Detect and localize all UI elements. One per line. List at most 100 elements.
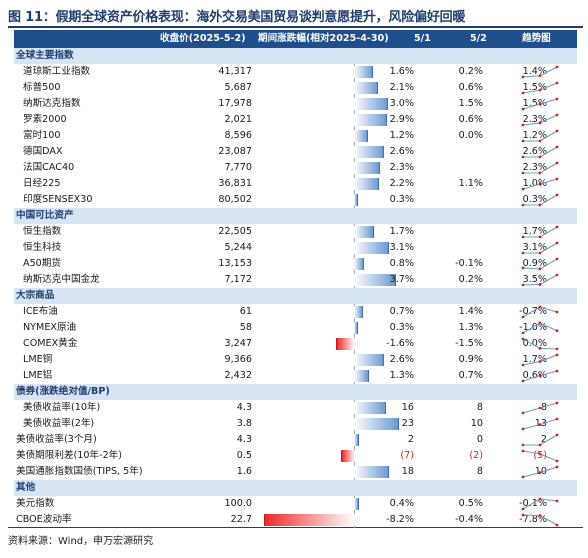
section-title: 中国可比资产 xyxy=(16,210,74,221)
close-price: 13,153 xyxy=(218,258,252,269)
trend-point xyxy=(555,193,559,197)
trend-point xyxy=(555,113,559,117)
period-change: -1.6% xyxy=(386,338,414,349)
positive-change-bar xyxy=(354,162,381,174)
trend-point xyxy=(538,182,542,186)
trend-point xyxy=(521,513,525,517)
title-rule xyxy=(8,26,583,28)
trend-sparkline xyxy=(521,305,559,319)
trend-line xyxy=(522,498,558,510)
positive-change-bar xyxy=(354,98,388,110)
trend-sparkline xyxy=(521,433,559,447)
trend-point xyxy=(538,251,542,255)
trend-point xyxy=(538,423,542,427)
section-header: 其他 xyxy=(14,480,577,496)
trend-point xyxy=(555,433,559,437)
asset-name: 道琼斯工业指数 xyxy=(23,66,91,77)
negative-change-bar xyxy=(336,338,355,350)
trend-point xyxy=(521,283,525,287)
trend-sparkline xyxy=(521,273,559,287)
asset-name: 恒生指数 xyxy=(23,226,62,237)
table-row: 罗素2000 2,021 2.9% 0.6% 2.3% xyxy=(14,112,577,128)
trend-point xyxy=(538,121,542,125)
bottom-rule xyxy=(8,527,583,528)
trend-point xyxy=(538,374,542,378)
change-may2: 2 xyxy=(540,434,547,445)
change-may1: 0.2% xyxy=(458,66,483,77)
trend-point xyxy=(521,443,525,447)
asset-name: LME铜 xyxy=(23,354,53,365)
change-may1: 0.0% xyxy=(458,130,483,141)
trend-sparkline xyxy=(521,113,559,127)
change-may1: 1.4% xyxy=(458,306,483,317)
positive-change-bar xyxy=(354,354,384,366)
close-price: 80,502 xyxy=(218,194,252,205)
change-may1: 1.1% xyxy=(458,178,483,189)
table-body: 全球主要指数 道琼斯工业指数 41,317 1.6% 0.2% 1.4% 标普500 5,68… xyxy=(14,48,577,528)
asset-name: NYMEX原油 xyxy=(23,322,77,333)
period-change: (7) xyxy=(400,450,414,461)
table-row: CBOE波动率 22.7 -8.2% -0.4% -7.8% xyxy=(14,512,577,528)
trend-point xyxy=(521,363,525,367)
trend-point xyxy=(555,257,559,261)
positive-change-bar xyxy=(354,130,369,142)
change-may2: (5) xyxy=(533,450,547,461)
trend-line xyxy=(522,258,558,270)
change-may1: 0.7% xyxy=(458,370,483,381)
period-change: 2.2% xyxy=(389,178,414,189)
asset-name: CBOE波动率 xyxy=(16,514,72,525)
trend-point xyxy=(538,155,542,159)
close-price: 22,505 xyxy=(218,226,252,237)
trend-point xyxy=(521,315,525,319)
close-price: 17,978 xyxy=(218,98,252,109)
change-may2: 1.7% xyxy=(522,226,547,237)
trend-sparkline xyxy=(521,465,559,479)
change-may1: -0.1% xyxy=(455,258,483,269)
close-price: 2,432 xyxy=(224,370,252,381)
change-may1: 8 xyxy=(476,402,483,413)
trend-point xyxy=(555,129,559,133)
trend-point xyxy=(521,91,525,95)
table-row: ICE布油 61 0.7% 1.4% -0.7% xyxy=(14,304,577,320)
close-price: 3,247 xyxy=(224,338,252,349)
table-row: 纳斯达克指数 17,978 3.0% 1.5% 1.5% xyxy=(14,96,577,112)
change-may1: 1.5% xyxy=(458,98,483,109)
trend-sparkline xyxy=(521,417,559,431)
positive-change-bar xyxy=(354,178,380,190)
trend-sparkline xyxy=(521,241,559,255)
section-title: 债券(涨跌绝对值/BP) xyxy=(16,386,110,397)
trend-sparkline xyxy=(521,161,559,175)
change-may1: 1.3% xyxy=(458,322,483,333)
trend-point xyxy=(555,97,559,101)
trend-point xyxy=(555,465,559,469)
table-row: 美债收益率(2年) 3.8 23 10 13 xyxy=(14,416,577,432)
trend-point xyxy=(555,369,559,373)
trend-point xyxy=(555,523,559,527)
trend-line xyxy=(523,194,558,206)
asset-name: 美债收益率(10年) xyxy=(23,402,101,413)
change-may1: 0.6% xyxy=(458,82,483,93)
table-row: 美国通胀指数国债(TIPS, 5年)1.618810 xyxy=(14,464,577,480)
positive-change-bar xyxy=(354,306,363,318)
trend-point xyxy=(521,235,525,239)
change-may2: 3.1% xyxy=(522,242,547,253)
trend-point xyxy=(538,497,542,501)
trend-point xyxy=(555,417,559,421)
header-period-change: 期间涨跌幅(相对2025-4-30) xyxy=(258,33,389,44)
trend-line xyxy=(523,162,558,174)
asset-name: 美国通胀指数国债(TIPS, 5年) xyxy=(16,466,143,477)
table-row: 道琼斯工业指数 41,317 1.6% 0.2% 1.4% xyxy=(14,64,577,80)
trend-point xyxy=(521,449,525,453)
change-may1: 0.2% xyxy=(458,274,483,285)
period-change: 1.3% xyxy=(389,370,414,381)
section-header: 中国可比资产 xyxy=(14,208,577,224)
close-price: 36,831 xyxy=(218,178,252,189)
change-may1: (2) xyxy=(469,450,483,461)
table-row: COMEX黄金 3,247 -1.6% -1.5% 0.0% xyxy=(14,336,577,352)
trend-point xyxy=(555,273,559,277)
trend-point xyxy=(555,459,559,463)
asset-name: 德国DAX xyxy=(23,146,63,157)
trend-point xyxy=(521,337,525,341)
period-change: 16 xyxy=(401,402,414,413)
asset-name: 恒生科技 xyxy=(23,242,62,253)
